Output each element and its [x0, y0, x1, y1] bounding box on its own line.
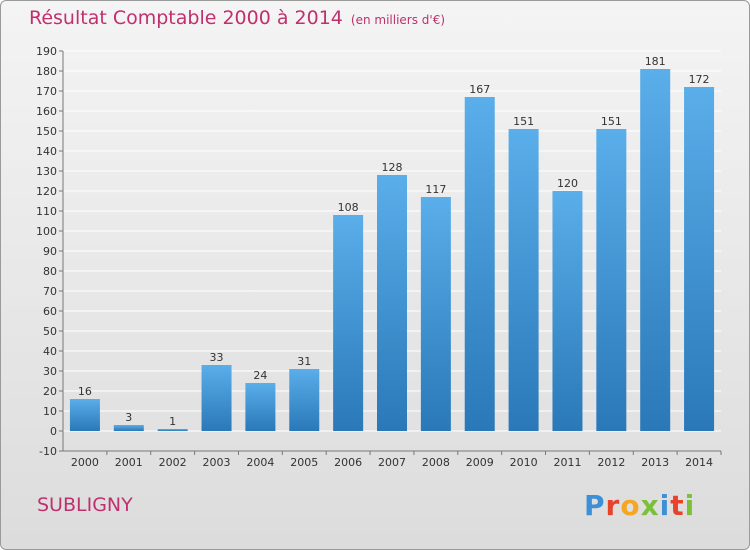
y-tick-label: 0: [50, 425, 57, 438]
y-tick-label: 110: [36, 205, 57, 218]
y-tick-label: 120: [36, 185, 57, 198]
y-tick-label: 50: [43, 325, 57, 338]
value-label-2012: 151: [601, 115, 622, 128]
y-tick-label: 160: [36, 105, 57, 118]
value-label-2006: 108: [338, 201, 359, 214]
bar-layer: [69, 69, 715, 431]
x-tick-label-2010: 2010: [510, 456, 538, 469]
bar-2006: [333, 215, 364, 431]
y-tick-label: 190: [36, 45, 57, 58]
bar-2014: [684, 87, 715, 431]
bar-2007: [377, 175, 407, 431]
y-tick-label: 10: [43, 405, 57, 418]
bar-2003: [201, 365, 232, 431]
x-tick-label-2002: 2002: [159, 456, 187, 469]
x-tick-label-2013: 2013: [641, 456, 669, 469]
chart-title-text: Résultat Comptable 2000 à 2014: [29, 7, 343, 29]
y-tick-label: 20: [43, 385, 57, 398]
y-tick-label: 40: [43, 345, 57, 358]
bar-2005: [289, 369, 320, 431]
x-tick-label-2003: 2003: [203, 456, 231, 469]
axis-layer: -10 0 10 20 30 40 50 60 70 80 90 100 110 120 130 140 150…: [36, 45, 722, 469]
y-tick-label: 180: [36, 65, 57, 78]
y-tick-label: 140: [36, 145, 57, 158]
y-tick-label: 60: [43, 305, 57, 318]
x-tick-label-2006: 2006: [334, 456, 362, 469]
value-label-2000: 16: [78, 385, 92, 398]
y-tick-label: 90: [43, 245, 57, 258]
bar-2000: [69, 399, 100, 431]
value-label-2003: 33: [210, 351, 224, 364]
value-label-2011: 120: [557, 177, 578, 190]
x-tick-label-2004: 2004: [246, 456, 274, 469]
y-tick-label: -10: [39, 445, 57, 458]
x-tick-label-2005: 2005: [290, 456, 318, 469]
value-label-2007: 128: [382, 161, 403, 174]
x-tick-label-2014: 2014: [685, 456, 713, 469]
y-tick-label: 80: [43, 265, 57, 278]
y-tick-label: 130: [36, 165, 57, 178]
bar-2008: [420, 197, 451, 431]
bar-2004: [245, 383, 276, 431]
bar-2011: [552, 191, 583, 431]
value-label-2013: 181: [645, 55, 666, 68]
value-label-2005: 31: [297, 355, 311, 368]
value-label-2008: 117: [425, 183, 446, 196]
y-tick-label: 150: [36, 125, 57, 138]
value-label-2014: 172: [689, 73, 710, 86]
bar-2001: [113, 425, 144, 431]
chart-unit: (en milliers d'€): [350, 13, 446, 27]
bar-2013: [640, 69, 671, 431]
y-tick-label: 100: [36, 225, 57, 238]
proxiti-logo: Proxiti: [584, 489, 696, 522]
x-tick-label-2012: 2012: [597, 456, 625, 469]
x-tick-label-2011: 2011: [553, 456, 581, 469]
bar-2012: [596, 129, 627, 431]
bar-2010: [508, 129, 539, 431]
bar-2002: [157, 429, 188, 431]
value-label-2001: 3: [125, 411, 132, 424]
value-label-2009: 167: [469, 83, 490, 96]
value-label-2004: 24: [253, 369, 267, 382]
x-tick-label-2000: 2000: [71, 456, 99, 469]
chart-title: Résultat Comptable 2000 à 2014 (en millie…: [29, 7, 445, 29]
y-tick-label: 30: [43, 365, 57, 378]
x-tick-label-2008: 2008: [422, 456, 450, 469]
bar-2009: [464, 97, 495, 431]
value-label-2002: 1: [169, 415, 176, 428]
x-tick-label-2007: 2007: [378, 456, 406, 469]
x-tick-label-2009: 2009: [466, 456, 494, 469]
x-tick-label-2001: 2001: [115, 456, 143, 469]
y-tick-label: 70: [43, 285, 57, 298]
city-name: SUBLIGNY: [37, 494, 133, 516]
y-tick-label: 170: [36, 85, 57, 98]
value-label-2010: 151: [513, 115, 534, 128]
